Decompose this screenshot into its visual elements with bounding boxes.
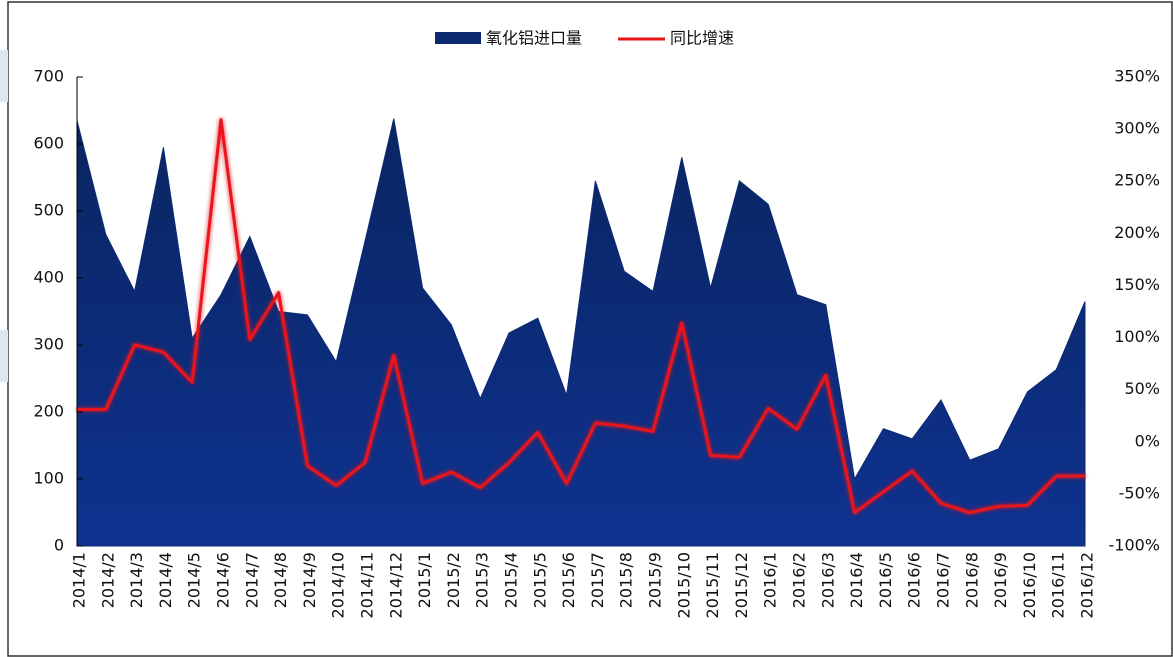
- x-tick-label: 2016/1: [761, 552, 780, 608]
- y2-tick-label: -100%: [1108, 536, 1160, 555]
- legend-label: 氧化铝进口量: [486, 29, 582, 48]
- y-tick-label: 300: [33, 335, 64, 354]
- y-tick-label: 400: [33, 268, 64, 287]
- x-tick-label: 2015/4: [502, 552, 521, 608]
- x-tick-label: 2014/6: [214, 552, 233, 608]
- y2-tick-label: 250%: [1114, 171, 1160, 190]
- legend-label: 同比增速: [670, 29, 734, 48]
- x-tick-label: 2015/2: [444, 552, 463, 608]
- x-tick-label: 2016/3: [818, 552, 837, 608]
- x-tick-label: 2014/9: [300, 552, 319, 608]
- x-tick-label: 2014/2: [98, 552, 117, 608]
- x-tick-label: 2015/7: [588, 552, 607, 608]
- y2-tick-label: -50%: [1119, 483, 1160, 502]
- x-tick-label: 2016/8: [962, 552, 981, 608]
- y2-tick-label: 100%: [1114, 327, 1160, 346]
- x-tick-label: 2015/12: [732, 552, 751, 618]
- x-tick-label: 2016/7: [934, 552, 953, 608]
- x-tick-label: 2014/1: [70, 552, 89, 608]
- x-tick-label: 2014/10: [329, 552, 348, 618]
- y-tick-label: 100: [33, 469, 64, 488]
- x-tick-label: 2015/10: [674, 552, 693, 618]
- x-tick-label: 2015/6: [559, 552, 578, 608]
- y2-tick-label: 200%: [1114, 223, 1160, 242]
- x-tick-label: 2016/12: [1078, 552, 1097, 618]
- frame: [7, 1, 1173, 657]
- y2-tick-label: 150%: [1114, 275, 1160, 294]
- y2-tick-label: 50%: [1124, 379, 1160, 398]
- x-tick-label: 2016/4: [847, 552, 866, 608]
- side-strip: [0, 50, 8, 102]
- x-tick-label: 2014/5: [185, 552, 204, 608]
- x-tick-label: 2015/11: [703, 552, 722, 618]
- x-tick-label: 2016/9: [991, 552, 1010, 608]
- x-tick-label: 2015/5: [530, 552, 549, 608]
- y2-tick-label: 300%: [1114, 119, 1160, 138]
- x-tick-label: 2014/3: [127, 552, 146, 608]
- x-tick-label: 2014/11: [358, 552, 377, 618]
- y2-tick-label: 0%: [1135, 431, 1160, 450]
- x-tick-label: 2014/12: [386, 552, 405, 618]
- x-tick-label: 2014/8: [271, 552, 290, 608]
- x-tick-label: 2016/10: [1020, 552, 1039, 618]
- x-tick-label: 2015/1: [415, 552, 434, 608]
- x-tick-label: 2016/2: [790, 552, 809, 608]
- x-tick-label: 2014/4: [156, 552, 175, 608]
- x-tick-label: 2016/5: [876, 552, 895, 608]
- area: [76, 118, 1086, 547]
- y-tick-label: 200: [33, 402, 64, 421]
- side-strip: [0, 330, 8, 382]
- x-tick-label: 2015/3: [473, 552, 492, 608]
- line: [77, 118, 1085, 515]
- y2-tick-label: 350%: [1114, 67, 1160, 86]
- y-tick-label: 600: [33, 134, 64, 153]
- y-tick-label: 700: [33, 67, 64, 86]
- x-tick-label: 2016/11: [1049, 552, 1068, 618]
- y-tick-label: 500: [33, 201, 64, 220]
- legend-swatch: [435, 32, 481, 44]
- x-tick-label: 2015/9: [646, 552, 665, 608]
- x-tick-label: 2014/7: [242, 552, 261, 608]
- x-tick-label: 2015/8: [617, 552, 636, 608]
- x-tick-label: 2016/6: [905, 552, 924, 608]
- y-tick-label: 0: [54, 536, 64, 555]
